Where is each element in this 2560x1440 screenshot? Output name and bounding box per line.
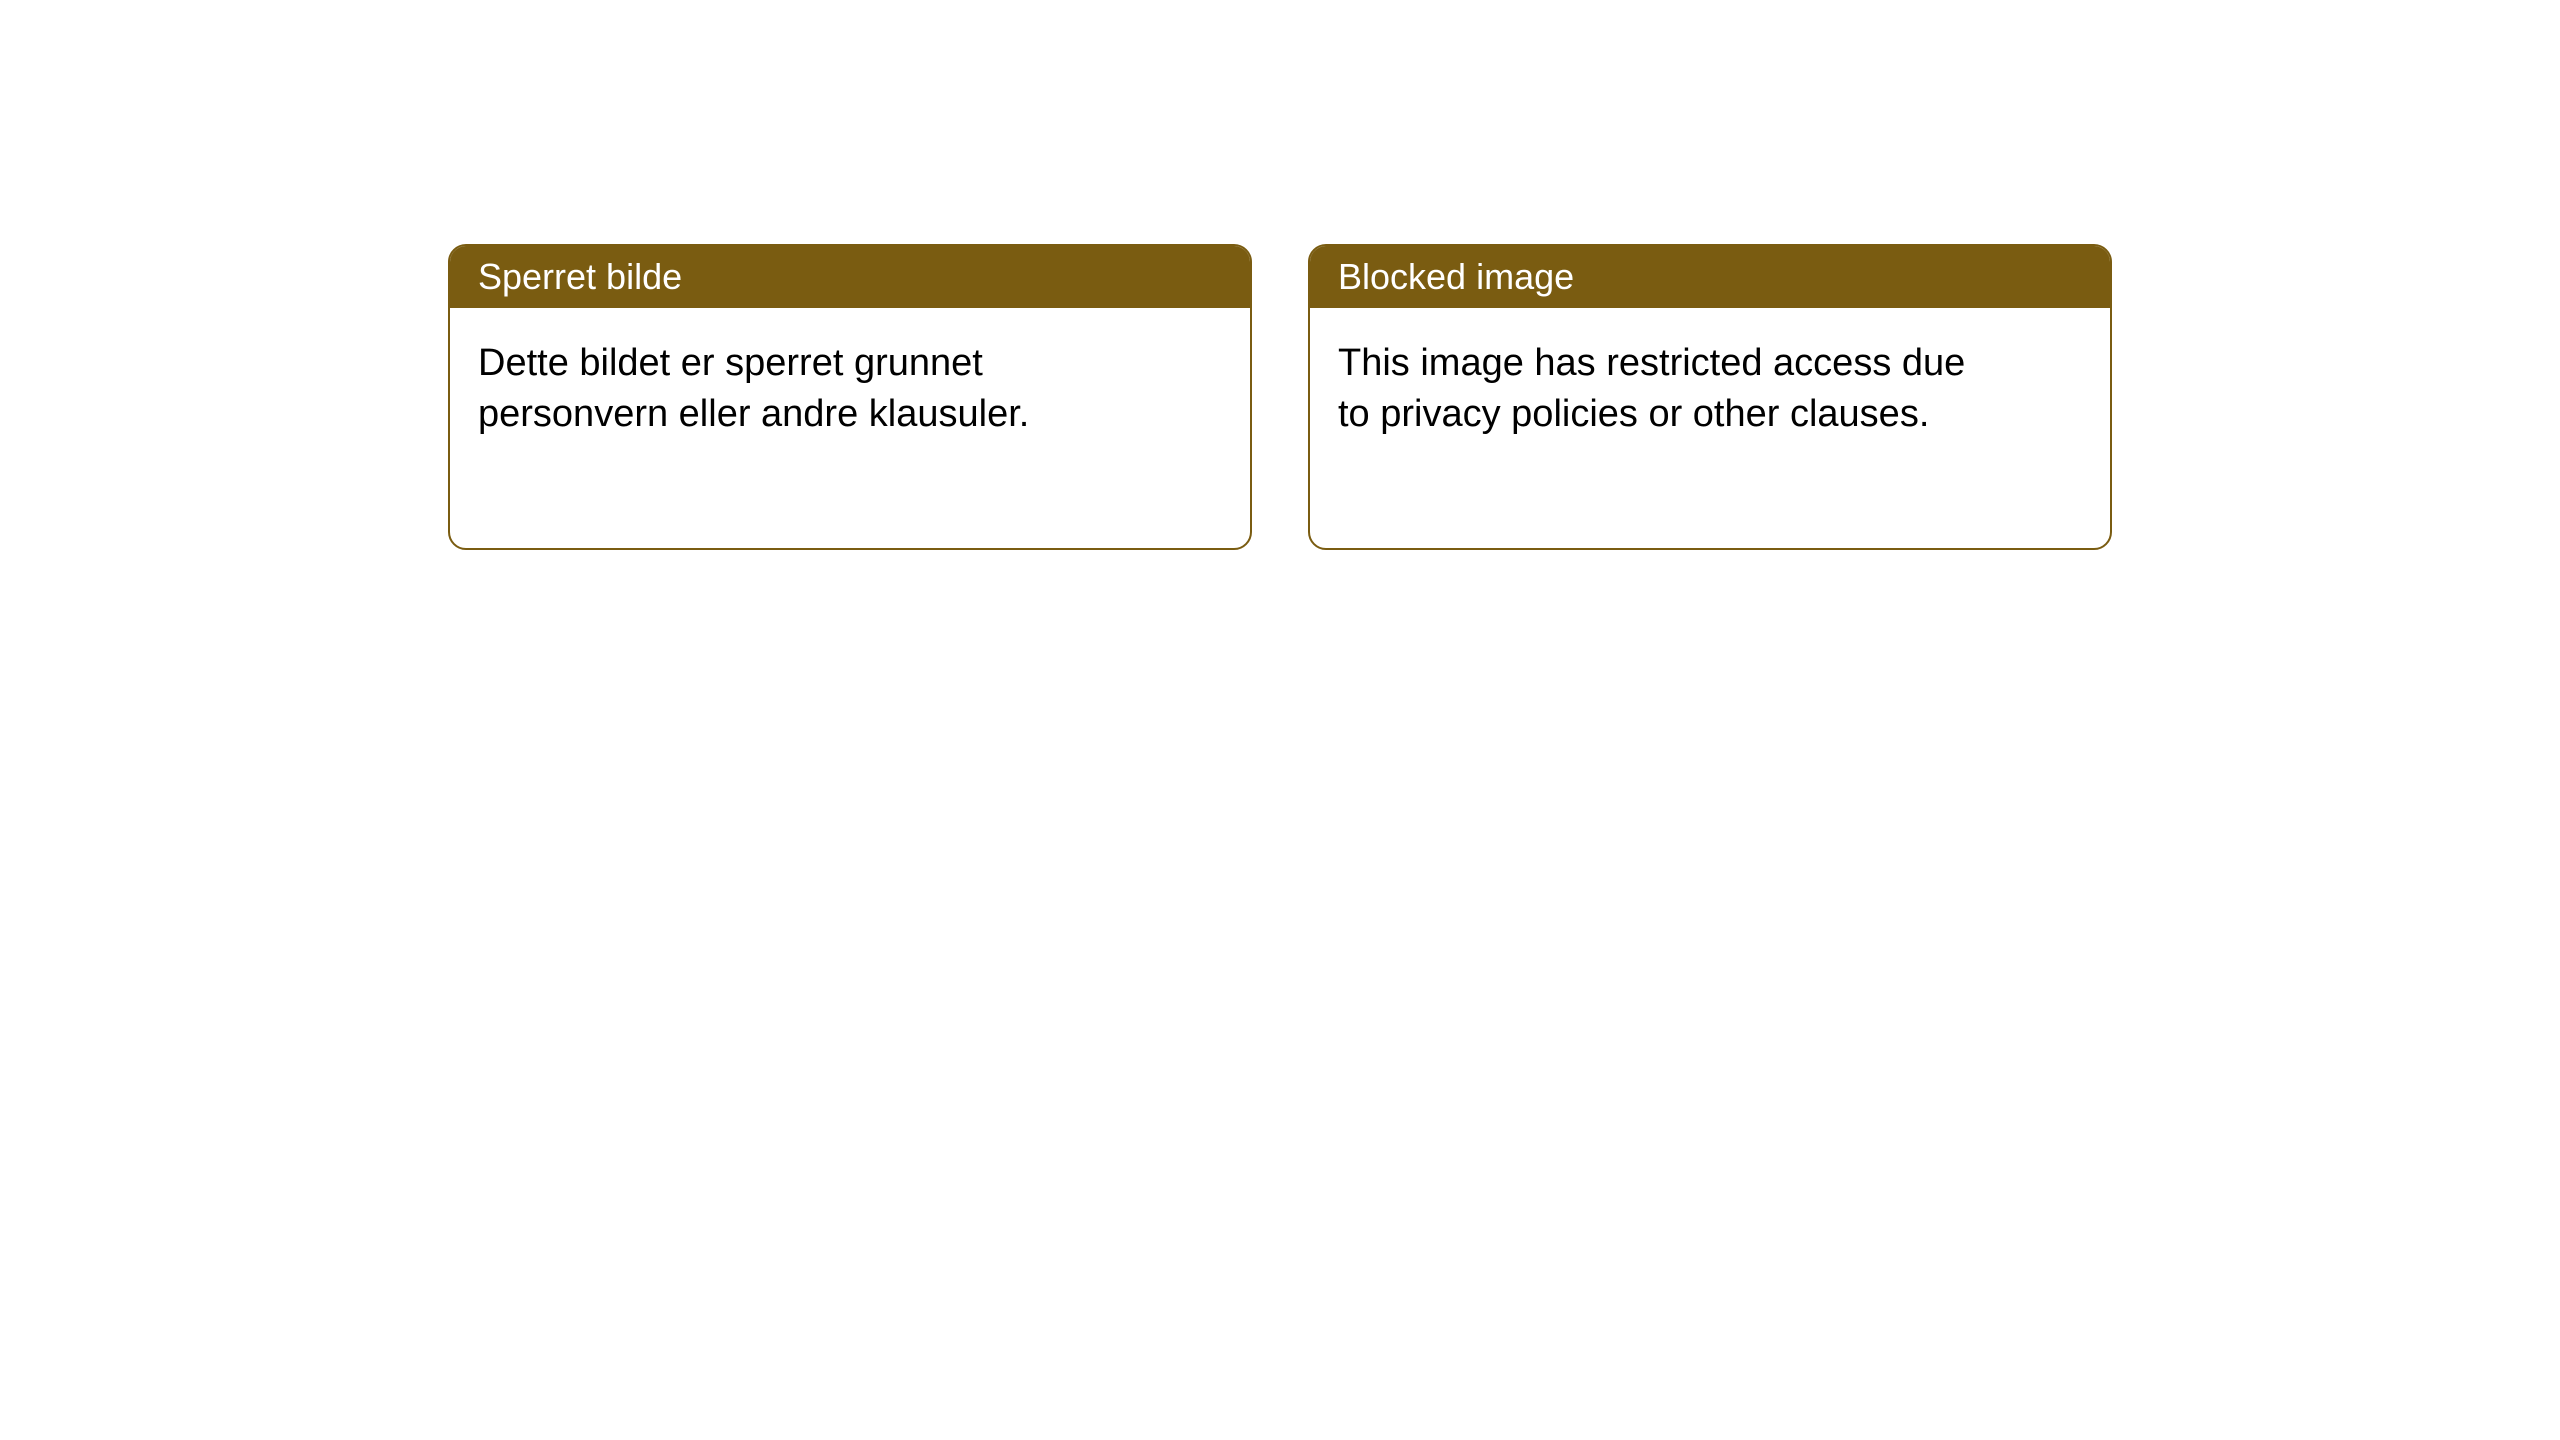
- notice-body-english: This image has restricted access due to …: [1310, 308, 2110, 548]
- notice-title-norwegian: Sperret bilde: [450, 246, 1250, 308]
- notice-container: Sperret bilde Dette bildet er sperret gr…: [0, 0, 2560, 550]
- notice-body-norwegian: Dette bildet er sperret grunnet personve…: [450, 308, 1250, 548]
- notice-card-norwegian: Sperret bilde Dette bildet er sperret gr…: [448, 244, 1252, 550]
- notice-text-english: This image has restricted access due to …: [1338, 338, 1978, 441]
- notice-text-norwegian: Dette bildet er sperret grunnet personve…: [478, 338, 1118, 441]
- notice-card-english: Blocked image This image has restricted …: [1308, 244, 2112, 550]
- notice-title-english: Blocked image: [1310, 246, 2110, 308]
